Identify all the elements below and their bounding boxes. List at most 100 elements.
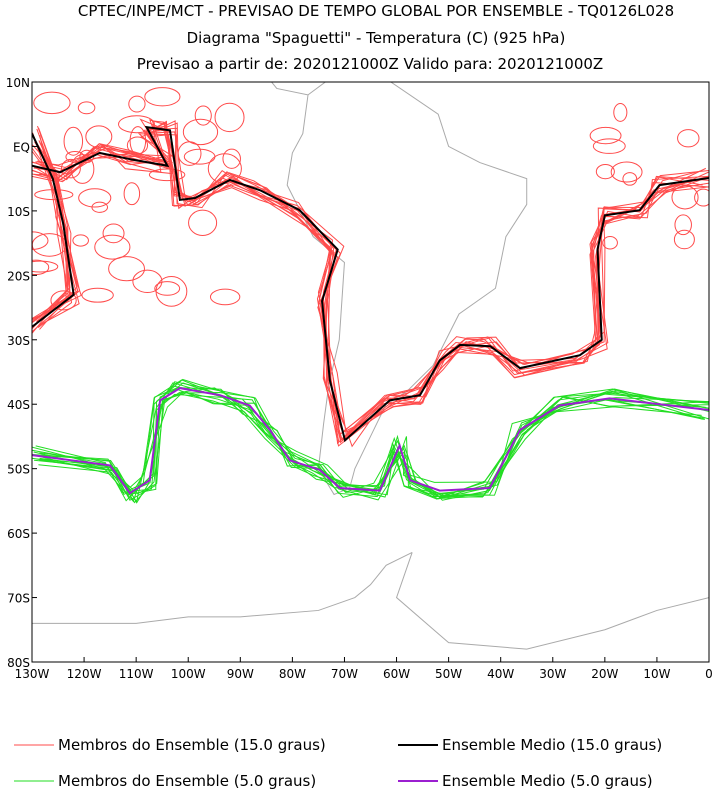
member-contour	[32, 132, 68, 319]
member-contour	[35, 120, 709, 442]
chart-title: CPTEC/INPE/MCT - PREVISAO DE TEMPO GLOBA…	[78, 2, 674, 20]
member-contour	[32, 388, 709, 499]
coastline	[395, 552, 709, 650]
x-tick-label: 100W	[171, 667, 206, 681]
member-contour	[32, 260, 59, 273]
member-contour	[589, 126, 622, 145]
member-contour	[60, 158, 81, 179]
member-contour	[32, 379, 705, 501]
member-contour	[36, 131, 709, 445]
member-contour	[126, 136, 149, 155]
x-tick-label: 90W	[227, 667, 254, 681]
member-contour	[128, 95, 146, 113]
member-contour	[32, 120, 703, 433]
member-contour	[209, 288, 241, 306]
legend: Membros do Ensemble (15.0 graus) Ensemble…	[14, 736, 662, 790]
member-contour	[602, 236, 618, 250]
axes: 130W 120W 110W 100W 90W 80W 70W 60W 50W 40W 30W 20W…	[6, 76, 713, 681]
member-contour	[677, 129, 700, 148]
member-contour	[622, 172, 638, 186]
chart-subtitle: Diagrama "Spaguetti" - Temperatura (C) (…	[187, 29, 566, 47]
y-tick-label: 30S	[7, 334, 30, 348]
member-contour	[108, 256, 145, 282]
coastline	[270, 82, 528, 496]
member-contour	[129, 126, 147, 156]
member-contour	[63, 126, 84, 156]
member-contour	[188, 209, 218, 236]
y-tick-label: 70S	[7, 592, 30, 606]
x-tick-label: 10W	[643, 667, 670, 681]
member-contour	[674, 214, 692, 236]
member-contour	[102, 223, 125, 244]
member-contour	[39, 392, 709, 504]
x-tick-label: 30W	[539, 667, 566, 681]
member-contour	[214, 102, 245, 133]
y-tick-label: 80S	[7, 656, 30, 670]
member-contour	[32, 122, 709, 448]
member-contour	[154, 281, 181, 296]
member-contour	[32, 129, 709, 443]
member-contour	[77, 101, 96, 115]
member-contour	[78, 188, 112, 208]
x-tick-label: 130W	[15, 667, 50, 681]
x-tick-label: 80W	[279, 667, 306, 681]
member-contour	[694, 188, 709, 207]
member-contour	[32, 378, 705, 496]
ensemble-means	[32, 125, 709, 495]
y-tick-label: 50S	[7, 463, 30, 477]
y-tick-label: 60S	[7, 527, 30, 541]
legend-label: Membros do Ensemble (5.0 graus)	[58, 772, 316, 790]
x-tick-label: 50W	[435, 667, 462, 681]
legend-label: Membros do Ensemble (15.0 graus)	[58, 736, 326, 754]
chart-subtitle-2: Previsao a partir de: 2020121000Z Valido…	[137, 55, 603, 73]
member-contour	[155, 275, 188, 307]
member-contour	[222, 148, 241, 169]
member-contour	[671, 185, 699, 210]
member-contour	[32, 140, 81, 332]
member-contour	[35, 128, 69, 322]
member-contour	[36, 387, 709, 496]
mean-contour	[32, 387, 709, 495]
member-contour	[33, 91, 71, 115]
member-contour	[94, 234, 131, 260]
y-tick-label: EQ	[13, 140, 30, 154]
member-contour	[32, 133, 709, 444]
member-contour	[85, 125, 113, 148]
member-contour	[33, 122, 703, 441]
coastlines	[32, 82, 709, 650]
x-tick-label: 60W	[383, 667, 410, 681]
member-contour	[132, 269, 163, 294]
y-tick-label: 40S	[7, 398, 30, 412]
member-contour	[65, 151, 85, 163]
x-tick-label: 110W	[119, 667, 154, 681]
member-contour	[32, 233, 67, 257]
member-contour	[32, 259, 50, 276]
y-tick-label: 10S	[7, 205, 30, 219]
member-contour	[123, 182, 141, 206]
map-frame	[31, 81, 710, 663]
member-contour	[182, 118, 219, 146]
x-tick-label: 0	[705, 667, 713, 681]
x-tick-label: 70W	[331, 667, 358, 681]
member-contour	[194, 105, 212, 126]
member-contour	[38, 391, 703, 499]
legend-label: Ensemble Medio (15.0 graus)	[442, 736, 662, 754]
member-contour	[35, 385, 706, 502]
member-contour	[673, 229, 695, 250]
x-tick-label: 120W	[67, 667, 102, 681]
member-contour	[144, 87, 181, 107]
member-contour	[32, 118, 709, 433]
member-contour	[81, 287, 114, 303]
y-tick-label: 20S	[7, 269, 30, 283]
member-contour	[72, 234, 89, 247]
mean-contour	[32, 125, 709, 443]
member-contour	[33, 393, 702, 503]
member-contour	[592, 138, 626, 154]
member-contour	[148, 168, 186, 182]
y-tick-label: 10N	[6, 76, 30, 90]
member-contour	[610, 161, 643, 183]
member-contour	[70, 154, 95, 184]
mean-contour	[32, 133, 75, 328]
ensemble-members	[32, 87, 709, 504]
